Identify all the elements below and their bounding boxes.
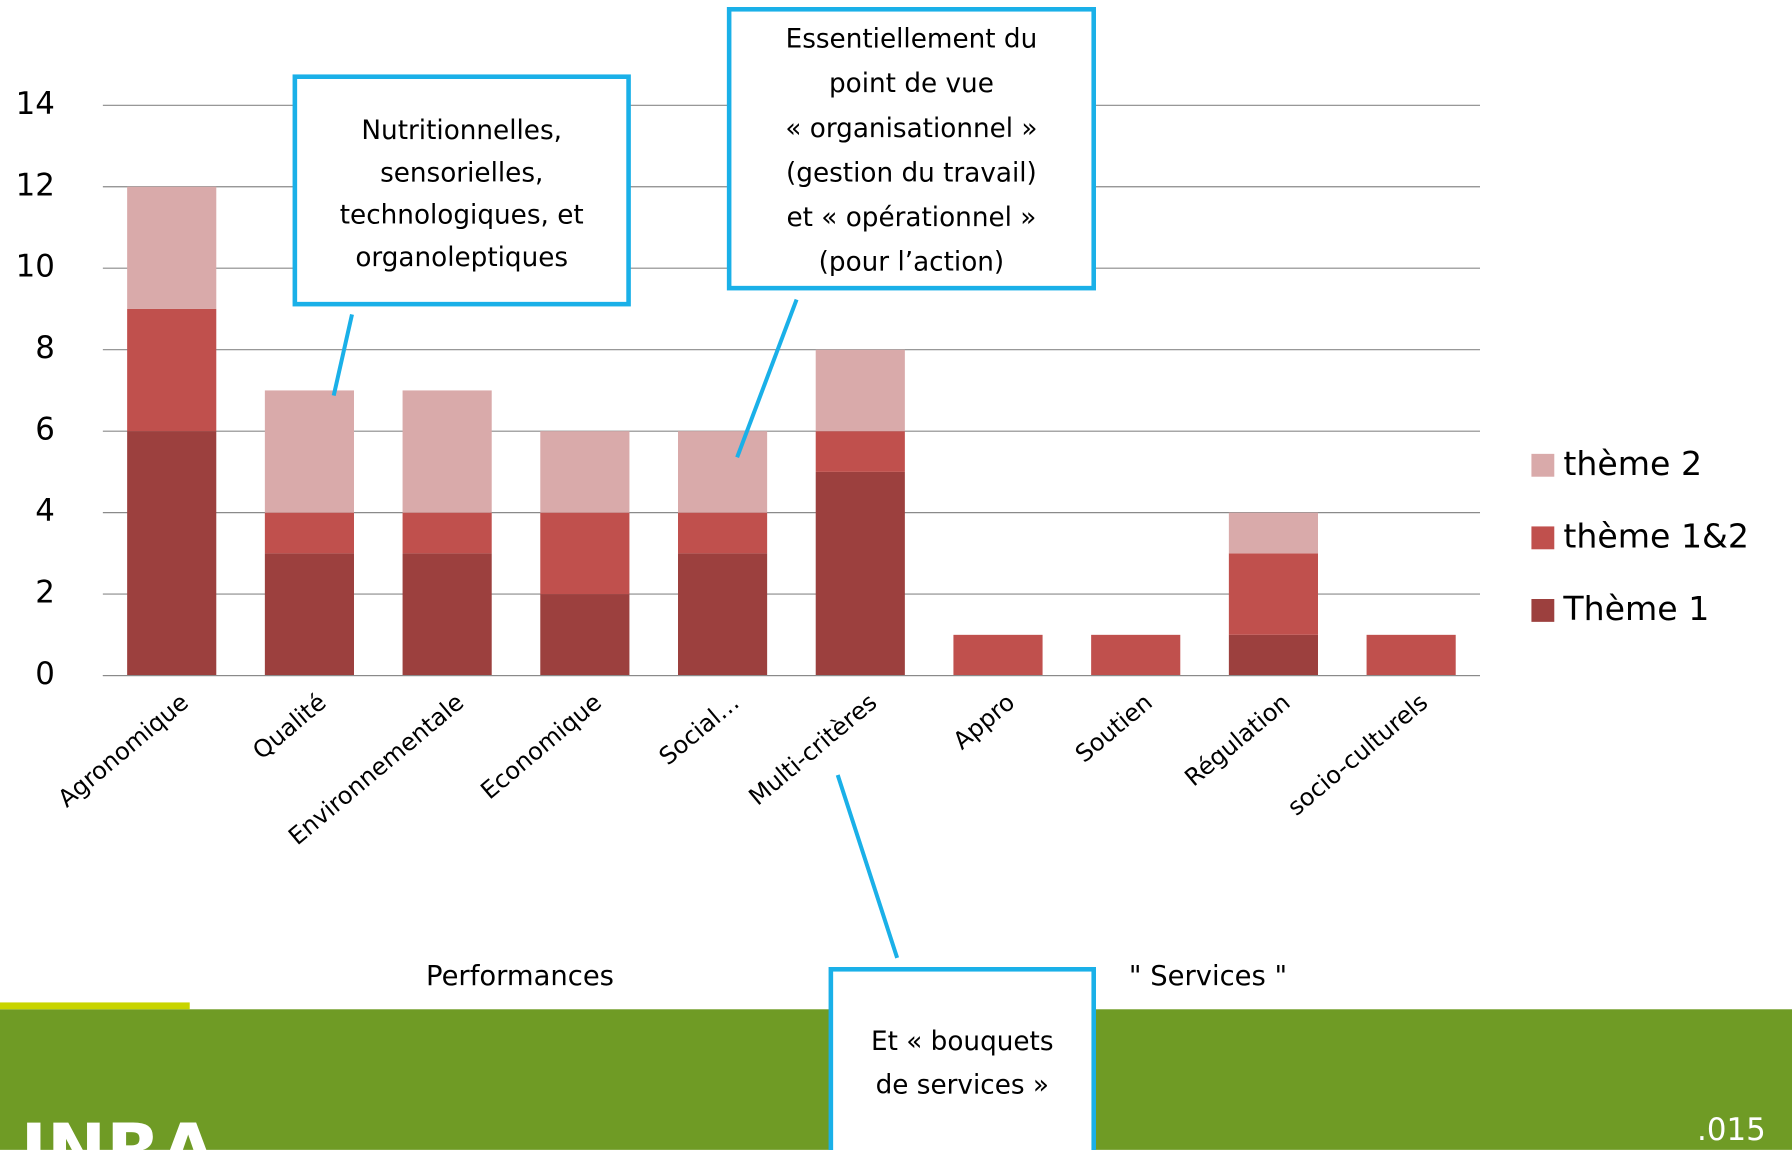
callout-text: organoleptiques [355,243,568,273]
legend-swatch [1531,453,1555,477]
bar-segment [127,431,217,676]
callout-text: et « opérationnel » [786,203,1036,233]
y-tick-label: 2 [35,575,55,611]
bar-segment [127,186,217,309]
bar-segment [815,471,905,676]
bar-segment [540,594,630,676]
bar-segment [540,512,630,595]
bar-segment [264,512,354,554]
legend-label: Thème 1 [1562,589,1709,628]
callout-box [292,74,631,307]
bar-segment [1228,553,1318,635]
callout-text: (pour l’action) [819,247,1005,277]
x-tick-label: Soutien [1070,688,1158,768]
callout-pointer [835,774,900,959]
x-tick-label: Régulation [1179,688,1295,792]
x-tick-label: Appro [948,688,1020,755]
bar-segment [402,553,492,676]
bar-segment [402,390,492,513]
bar-segment [540,431,630,513]
callout-text: technologiques, et [340,201,584,231]
bar-segment [953,634,1043,676]
callout-text: Et « bouquets [871,1027,1054,1057]
y-tick-label: 10 [16,249,55,285]
legend-swatch [1531,599,1555,622]
callout-text: de services » [876,1070,1049,1100]
bar-segment [815,349,905,432]
x-tick-label: Agronomique [53,688,194,813]
legend-swatch [1531,526,1555,550]
y-tick-label: 4 [35,493,55,529]
x-tick-label: Social… [654,688,745,771]
x-tick-label: Multi-critères [743,688,882,811]
bar-segment [264,553,354,676]
group-label: Performances [426,961,614,992]
page-number: .015 [1697,1112,1766,1148]
callout-text: sensorielles, [380,158,543,188]
bar-segment [678,431,768,513]
callout-pointer [331,313,354,397]
x-tick-label: socio-culturels [1282,688,1433,821]
callout-box [828,966,1096,1150]
bar-segment [1091,634,1181,676]
legend-label: thème 2 [1563,444,1702,483]
bar-segment [1228,634,1318,676]
callout-text: « organisationnel » [785,114,1037,144]
y-tick-label: 8 [35,330,55,366]
bar-segment [678,512,768,554]
footer-logo: INRA [21,1108,216,1150]
callout-text: Nutritionnelles, [361,116,562,146]
y-tick-label: 12 [16,167,55,203]
y-tick-label: 6 [35,412,55,448]
callout-text: point de vue [829,69,994,99]
callout-text: Essentiellement du [786,25,1038,55]
group-label: " Services " [1129,961,1287,992]
footer-accent [0,1002,190,1010]
bar-segment [1228,512,1318,554]
bar-segment [678,553,768,676]
bar-segment [1366,634,1456,676]
bar-segment [402,512,492,554]
bar-segment [264,390,354,513]
callout-box [726,7,1096,291]
y-tick-label: 14 [16,86,55,122]
callout-pointer [735,298,799,458]
y-tick-label: 0 [35,656,55,692]
x-tick-label: Economique [475,688,607,805]
x-tick-label: Qualité [247,688,331,765]
legend-label: thème 1&2 [1563,516,1749,555]
callout-text: (gestion du travail) [786,158,1037,188]
bar-segment [127,308,217,432]
bar-segment [815,431,905,472]
